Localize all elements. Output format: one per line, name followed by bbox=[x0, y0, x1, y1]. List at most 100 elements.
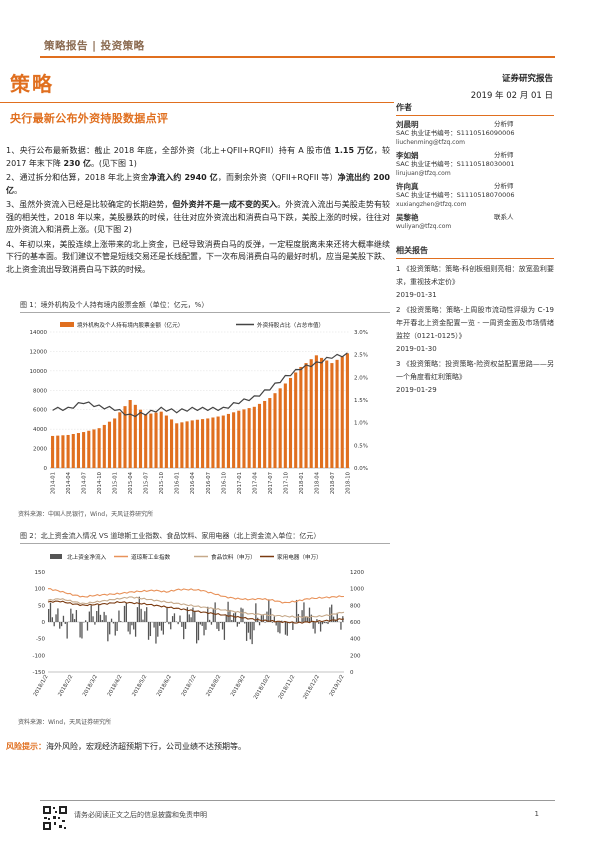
analyst-role: 联系人 bbox=[494, 213, 514, 221]
bar-north-flow bbox=[79, 622, 81, 638]
related-report-link[interactable]: 1 《投资策略：策略-科创板细则亮相：放宽盈利要求，重视技术定价》 2019-01… bbox=[396, 263, 554, 302]
bar-holdings bbox=[268, 398, 272, 468]
x-tick-label: 2015-10 bbox=[159, 471, 165, 494]
bar-north-flow bbox=[192, 607, 194, 622]
analyst-card: 许向真 分析师 SAC 执业证书编号：S1110518070006 xuxiangzh… bbox=[396, 182, 554, 209]
bar-north-flow bbox=[273, 616, 275, 622]
bar-holdings bbox=[185, 421, 189, 468]
x-tick-label: 2018/2/2 bbox=[57, 674, 74, 698]
bar-north-flow bbox=[160, 622, 163, 631]
bar-north-flow bbox=[203, 622, 205, 636]
x-tick-label: 2018/9/2 bbox=[230, 674, 247, 698]
related-report-title[interactable]: 1 《投资策略：策略-科创板细则亮相：放宽盈利要求，重视技术定价》 bbox=[396, 265, 554, 286]
x-tick-label: 2018-10 bbox=[345, 471, 351, 494]
bar-north-flow bbox=[157, 622, 159, 637]
bar-north-flow bbox=[245, 622, 248, 641]
x-tick-label: 2014-01 bbox=[51, 472, 57, 494]
bar-north-flow bbox=[231, 620, 233, 622]
related-report-link[interactable]: 3 《投资策略：投资策略-险资权益配置思路——另一个角度看红利策略》 2019-0… bbox=[396, 358, 554, 397]
bar-holdings bbox=[294, 372, 298, 468]
analyst-name: 许向真 bbox=[396, 182, 419, 191]
bar-north-flow bbox=[310, 614, 312, 622]
bar-north-flow bbox=[53, 622, 55, 627]
x-tick-label: 2018/3/2 bbox=[82, 674, 99, 698]
bar-north-flow bbox=[321, 622, 324, 625]
analyst-email[interactable]: xuxiangzhen@tfzq.com bbox=[396, 201, 467, 208]
bar-holdings bbox=[87, 430, 91, 468]
bar-north-flow bbox=[292, 622, 294, 630]
analyst-email[interactable]: liuchenming@tfzq.com bbox=[396, 139, 465, 146]
bar-north-flow bbox=[201, 622, 203, 626]
y-tick-right: 800 bbox=[350, 603, 361, 609]
y-tick-right: 200 bbox=[350, 653, 361, 659]
analyst-email[interactable]: wuliyan@tfzq.com bbox=[396, 223, 452, 230]
bar-north-flow bbox=[55, 614, 57, 622]
bar-holdings bbox=[304, 363, 308, 468]
y-tick-right: 3.0% bbox=[354, 330, 368, 336]
x-tick-label: 2016-01 bbox=[175, 472, 181, 494]
bar-north-flow bbox=[312, 622, 314, 629]
bar-holdings bbox=[242, 409, 246, 468]
x-tick-label: 2016-04 bbox=[190, 471, 196, 494]
analyst-name: 刘晨明 bbox=[396, 120, 419, 129]
bar-north-flow bbox=[99, 614, 102, 622]
analyst-email[interactable]: lirujuan@tfzq.com bbox=[396, 170, 451, 177]
bar-north-flow bbox=[153, 622, 155, 628]
bar-holdings bbox=[159, 411, 163, 468]
x-tick-label: 2018/7/2 bbox=[181, 674, 198, 698]
related-report-link[interactable]: 2 《投资策略：策略-上周股市流动性评级为 C-19 年开春北上资金配置一览 -… bbox=[396, 304, 554, 356]
y-tick-left: 8000 bbox=[33, 388, 47, 394]
bar-holdings bbox=[170, 419, 174, 468]
x-tick-label: 2017-04 bbox=[252, 471, 258, 494]
x-tick-label: 2018/5/2 bbox=[131, 674, 148, 698]
bar-north-flow bbox=[138, 596, 140, 622]
y-tick-left: 14000 bbox=[30, 330, 48, 336]
y-tick-left: 4000 bbox=[33, 427, 47, 433]
bar-holdings bbox=[309, 359, 313, 468]
bar-north-flow bbox=[114, 622, 116, 636]
y-tick-right: 2.5% bbox=[354, 353, 368, 359]
bar-holdings bbox=[56, 435, 60, 468]
header-rule bbox=[40, 56, 555, 58]
paragraph-text: 。(见下图 1) bbox=[90, 158, 137, 168]
bar-north-flow bbox=[181, 622, 183, 627]
bar-north-flow bbox=[318, 622, 320, 624]
y-tick-right: 1200 bbox=[350, 570, 364, 576]
bar-holdings bbox=[340, 356, 344, 468]
x-tick-label: 2018-07 bbox=[330, 472, 336, 494]
bar-north-flow bbox=[184, 622, 187, 629]
bar-north-flow bbox=[223, 622, 226, 640]
bar-north-flow bbox=[255, 603, 257, 622]
x-tick-label: 2016-10 bbox=[221, 471, 227, 494]
x-tick-label: 2018/12/2 bbox=[302, 674, 321, 701]
paragraph-text: 。外资流入流出与美股走势有较强的相关性，2018 年以来，美股暴跌的时候，往往对… bbox=[6, 200, 391, 234]
bar-north-flow bbox=[303, 602, 305, 622]
paragraph-text: 2、通过拆分和估算，2018 年北上资金 bbox=[6, 173, 149, 182]
bar-north-flow bbox=[279, 622, 281, 634]
bar-north-flow bbox=[134, 622, 137, 637]
bar-holdings bbox=[97, 428, 101, 468]
related-report-title[interactable]: 3 《投资策略：投资策略-险资权益配置思路——另一个角度看红利策略》 bbox=[396, 360, 554, 381]
analyst-role: 分析师 bbox=[494, 120, 514, 128]
bar-north-flow bbox=[97, 604, 100, 622]
x-tick-label: 2018-04 bbox=[314, 471, 320, 494]
footer-disclaimer[interactable]: 请务必阅读正文之后的信息披露和免责申明 bbox=[74, 811, 207, 819]
related-report-title[interactable]: 2 《投资策略：策略-上周股市流动性评级为 C-19 年开春北上资金配置一览 -… bbox=[396, 306, 554, 340]
bar-north-flow bbox=[208, 619, 211, 622]
bar-north-flow bbox=[173, 613, 176, 622]
risk-warning-text: 海外风险，宏观经济超预期下行，公司业绩不达预期等。 bbox=[46, 742, 246, 751]
article-body: 1、央行公布最新数据：截止 2018 年底，全部外资（北上+QFII+RQFII… bbox=[6, 145, 390, 278]
y-tick-left: -100 bbox=[33, 653, 46, 659]
y-tick-left: 12000 bbox=[30, 349, 48, 355]
page-number: 1 bbox=[534, 810, 539, 818]
bar-north-flow bbox=[262, 614, 264, 622]
bar-north-flow bbox=[221, 622, 224, 630]
bar-north-flow bbox=[129, 622, 131, 635]
bar-north-flow bbox=[284, 622, 287, 635]
related-report-date: 2019-01-31 bbox=[396, 291, 437, 299]
bar-holdings bbox=[154, 412, 158, 468]
bar-holdings bbox=[288, 377, 293, 468]
bar-north-flow bbox=[307, 617, 309, 622]
y-tick-left: -50 bbox=[36, 637, 45, 643]
bar-holdings bbox=[330, 363, 334, 468]
